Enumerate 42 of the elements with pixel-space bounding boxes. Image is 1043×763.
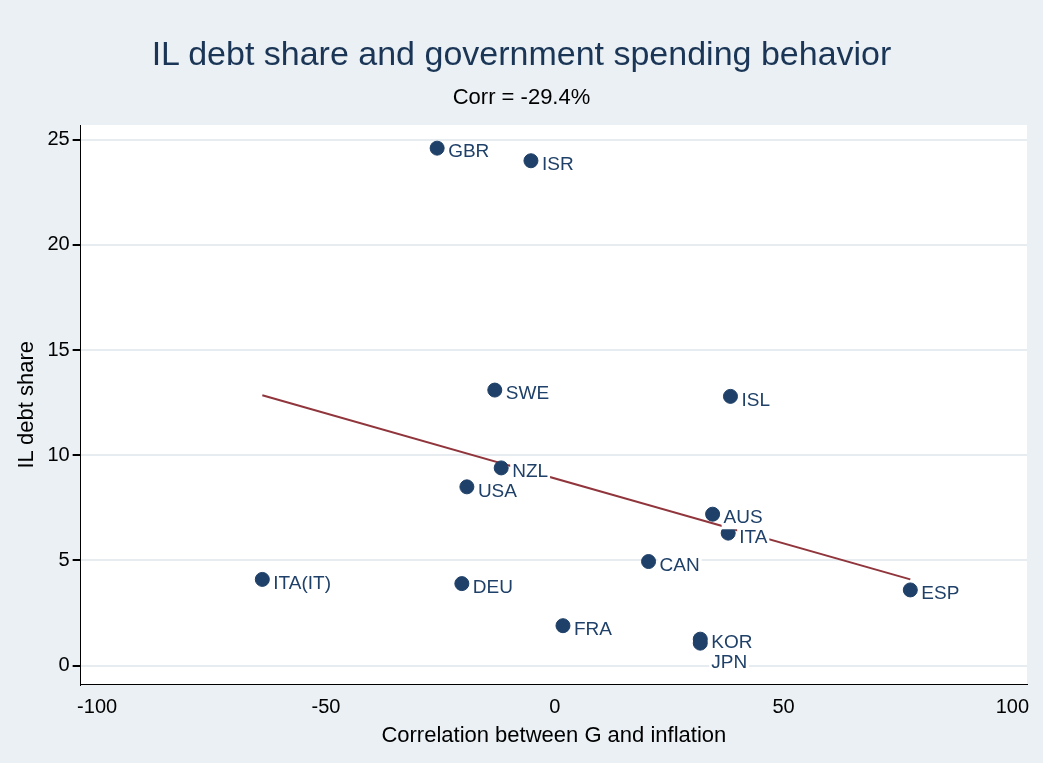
x-tick-label: -50 xyxy=(311,695,341,718)
point xyxy=(641,554,657,570)
point xyxy=(459,479,475,495)
annotation: SWE xyxy=(505,382,550,404)
point xyxy=(705,506,721,522)
x-tick-label: -100 xyxy=(77,695,118,718)
x-tick-label: 0 xyxy=(549,695,561,718)
annotation: CAN xyxy=(659,553,700,575)
annotation: JPN xyxy=(711,651,748,673)
x-axis-title: Correlation between G and inflation xyxy=(381,721,727,747)
annotation: ISL xyxy=(741,388,770,410)
y-tick-label: 5 xyxy=(58,547,70,570)
point xyxy=(902,582,918,598)
x-tick-label: 50 xyxy=(772,695,795,718)
annotation: KOR xyxy=(711,631,753,653)
point xyxy=(429,140,445,156)
annotation: ITA(IT) xyxy=(273,571,332,593)
point xyxy=(454,576,470,592)
point xyxy=(493,460,509,476)
point xyxy=(523,153,539,169)
annotation: ESP xyxy=(921,582,960,604)
y-tick-label: 20 xyxy=(47,232,70,255)
annotation: USA xyxy=(477,480,518,502)
chart-subtitle: Corr = -29.4% xyxy=(451,84,592,110)
y-tick-label: 25 xyxy=(47,127,70,150)
y-tick-label: 15 xyxy=(47,337,70,360)
annotation: GBR xyxy=(448,140,490,162)
annotation: ISR xyxy=(541,153,574,174)
y-tick-label: 10 xyxy=(47,442,70,465)
x-tick-label: 100 xyxy=(995,695,1030,718)
annotation: NZL xyxy=(512,460,549,482)
point xyxy=(487,382,503,398)
y-axis-title: IL debt share xyxy=(13,341,39,469)
annotation: FRA xyxy=(573,617,613,639)
chart-title: IL debt share and government spending behavior xyxy=(150,34,893,73)
annotation: DEU xyxy=(472,575,513,597)
y-tick-label: 0 xyxy=(58,653,70,676)
point xyxy=(555,618,571,634)
point xyxy=(722,388,738,404)
annotation: AUS xyxy=(723,506,763,528)
annotation: ITA xyxy=(739,526,768,548)
point xyxy=(254,571,270,587)
